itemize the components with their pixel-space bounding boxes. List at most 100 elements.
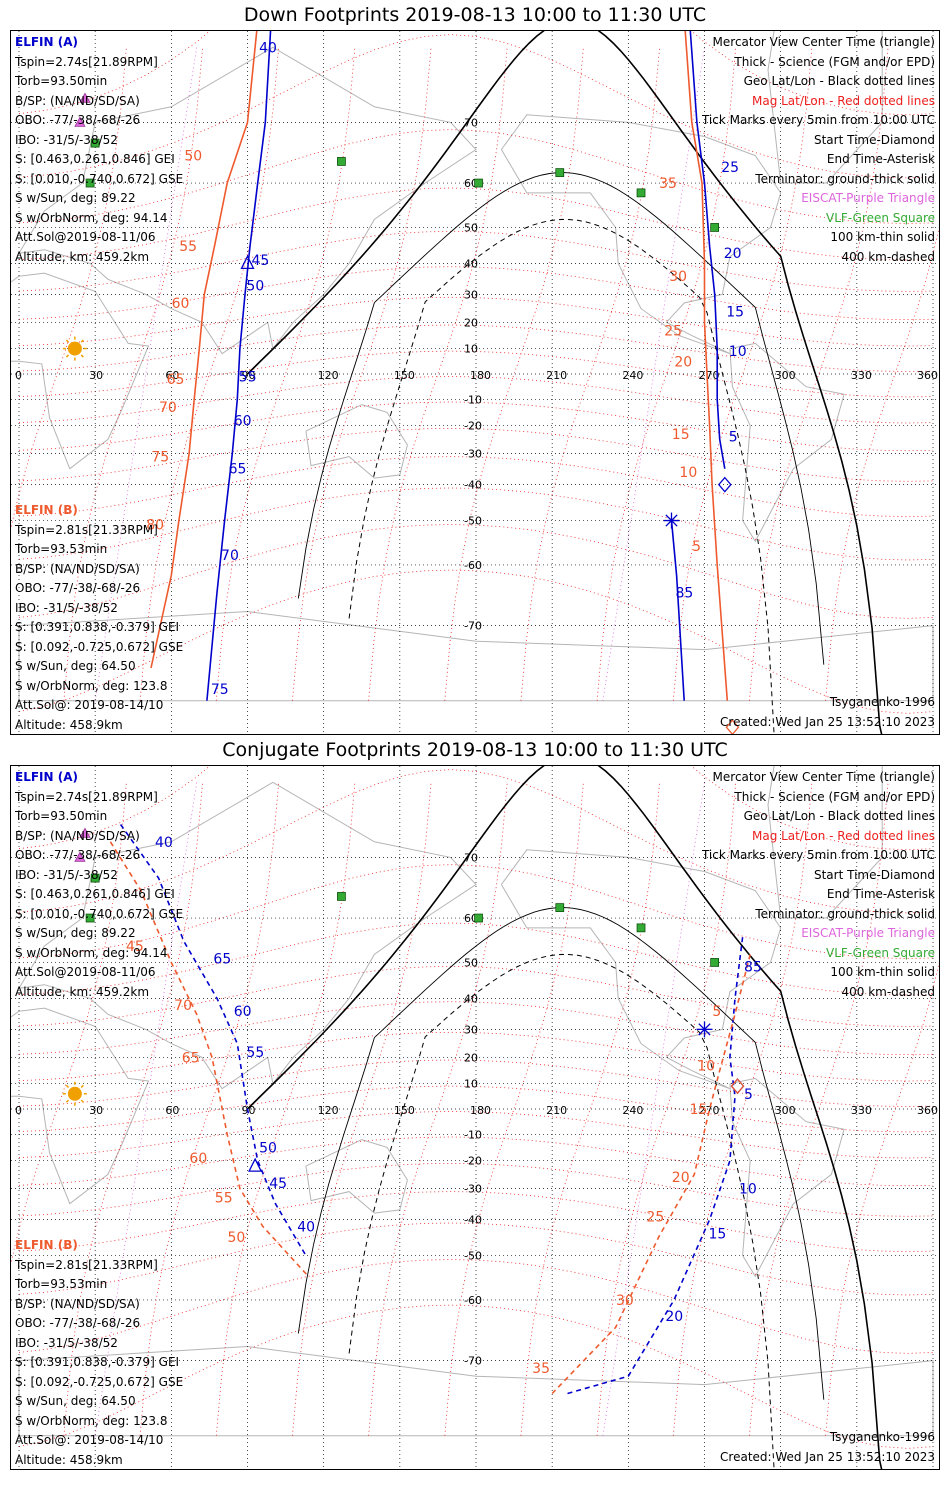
- footer: Tsyganenko-1996 Created: Wed Jan 25 13:5…: [720, 1428, 935, 1467]
- elfin-b-time-label: 70: [159, 400, 177, 416]
- elfin-a-time-label: 60: [234, 1004, 252, 1020]
- purple-triangle-icon: [74, 116, 86, 127]
- info-line: Torb=93.50min: [15, 809, 108, 823]
- mag-lat-line: [18, 296, 934, 347]
- green-square-icon: [337, 892, 346, 901]
- info-line: OBO: -77/-38/-68/-26: [15, 1316, 141, 1330]
- lat-tick-label: -70: [464, 620, 482, 633]
- info-line: S w/OrbNorm, deg: 123.8: [15, 678, 168, 693]
- legend: Mercator View Center Time (triangle) Thi…: [702, 768, 935, 1002]
- green-square-icon: [555, 168, 565, 177]
- elfin-a-info: ELFIN (A) Tspin=2.74s[21.89RPM] Torb=93.…: [15, 768, 183, 1002]
- info-line: S w/OrbNorm, deg: 94.14: [15, 210, 168, 225]
- lon-tick-label: 360: [917, 369, 938, 382]
- elfin-a-time-label: 25: [721, 160, 739, 176]
- purple-line: [602, 47, 705, 701]
- asterisk-icon: [698, 1023, 711, 1036]
- info-line: Altitude, km: 459.2km: [15, 249, 150, 264]
- mag-lat-line: [18, 1136, 934, 1187]
- lon-tick-label: 270: [699, 369, 720, 382]
- elfin-a-time-label: 15: [709, 1226, 727, 1242]
- mercator-map: 0 30 60 90 120 150 180 210 240 270 300 330 360 70 60 50…: [11, 31, 939, 734]
- panel-title: Down Footprints 2019-08-13 10:00 to 11:3…: [243, 4, 707, 26]
- lat-tick-label: -20: [464, 420, 482, 433]
- info-line: Att.Sol@: 2019-08-14/10: [15, 1433, 164, 1447]
- legend-item: End Time-Asterisk: [826, 152, 935, 166]
- elfin-b-time-label: 30: [616, 1293, 634, 1309]
- mag-lat-line: [18, 129, 934, 224]
- sun-icon: [67, 341, 82, 356]
- info-line: Tspin=2.74s[21.89RPM]: [15, 789, 158, 804]
- elfin-b-time-label: 65: [167, 372, 185, 388]
- elfin-b-time-label: 30: [669, 269, 687, 285]
- elfin-b-track: [150, 31, 258, 669]
- lat-tick-label: -30: [464, 448, 482, 461]
- elfin-b-info: ELFIN (B) Tspin=2.81s[21.33RPM] Torb=93.…: [15, 501, 184, 734]
- legend-item: Start Time-Diamond: [813, 867, 935, 882]
- info-line: OBO: -77/-38/-68/-26: [15, 113, 141, 127]
- elfin-a-track: [689, 31, 726, 469]
- info-line: S w/Sun, deg: 89.22: [15, 191, 136, 205]
- triangle-icon: [79, 92, 91, 103]
- coastline: [18, 46, 477, 355]
- lon-tick-label: 30: [89, 369, 103, 382]
- mag-lat-line: [18, 1031, 934, 1082]
- triangle-icon: [240, 254, 255, 270]
- coastline: [18, 610, 934, 702]
- sun-icon: [67, 1086, 82, 1101]
- elfin-a-time-label: 45: [252, 253, 270, 269]
- elfin-a-time-label: 50: [246, 278, 264, 294]
- elfin-b-time-label: 10: [679, 465, 697, 481]
- legend-item: EISCAT-Purple Triangle: [801, 191, 935, 205]
- elfin-b-time-label: 60: [172, 296, 190, 312]
- elfin-b-time-label: 25: [664, 323, 682, 339]
- elfin-b-time-label: 20: [674, 354, 692, 370]
- footer: Tsyganenko-1996 Created: Wed Jan 25 13:5…: [720, 693, 935, 732]
- legend-item: Mercator View Center Time (triangle): [712, 35, 935, 49]
- diamond-icon: [725, 719, 740, 734]
- elfin-b-time-label: 50: [228, 1230, 246, 1246]
- elfin-a-time-label: 45: [269, 1176, 287, 1192]
- info-line: OBO: -77/-38/-68/-26: [15, 848, 141, 862]
- elfin-b-time-label: 5: [712, 1004, 721, 1020]
- legend-item: Terminator: ground-thick solid: [755, 171, 935, 186]
- legend-item: Tick Marks every 5min from 10:00 UTC: [701, 113, 935, 127]
- elfin-a-time-label: 40: [155, 835, 173, 851]
- coastline: [500, 114, 782, 355]
- elfin-b-time-label: 45: [126, 939, 144, 955]
- lon-tick-label: 120: [318, 369, 339, 382]
- triangle-icon: [248, 1157, 263, 1172]
- info-line: Altitude: 458.9km: [15, 717, 123, 732]
- legend-item: Geo Lat/Lon - Black dotted lines: [743, 74, 935, 88]
- legend-item: 400 km-dashed: [841, 984, 935, 999]
- elfin-a-time-label: 75: [211, 682, 229, 698]
- green-square-icon: [710, 958, 720, 967]
- coastline: [729, 1077, 845, 1278]
- info-line: S w/OrbNorm, deg: 123.8: [15, 1413, 168, 1428]
- info-line: Tspin=2.74s[21.89RPM]: [15, 54, 158, 69]
- lon-tick-label: 300: [775, 1104, 796, 1117]
- map-frame: 0 30 60 90 120 150 180 210 240 270 300 330 360 70 60 50…: [10, 765, 940, 1470]
- legend-item: End Time-Asterisk: [826, 887, 935, 901]
- elfin-b-time-label: 70: [174, 998, 192, 1014]
- info-line: S w/OrbNorm, deg: 94.14: [15, 945, 168, 960]
- shell-400km-line: [348, 218, 775, 734]
- green-square-icon: [555, 903, 565, 912]
- info-line: B/SP: (NA/ND/SD/SA): [15, 561, 140, 576]
- lat-tick-label: 20: [464, 316, 478, 329]
- sun-ray: [80, 1084, 84, 1088]
- legend-item: VLF-Green Square: [826, 210, 935, 225]
- coastline: [767, 766, 883, 919]
- legend-item: 400 km-dashed: [841, 249, 935, 264]
- asterisk-icon: [665, 514, 678, 527]
- coastline: [11, 272, 150, 470]
- lon-tick-label: 330: [851, 369, 872, 382]
- legend-item: Mag Lat/Lon - Red dotted lines: [751, 828, 935, 843]
- triangle-icon: [79, 827, 91, 838]
- elfin-a-time-label: 40: [259, 40, 277, 56]
- info-line: S: [0.092,-0.725,0.672] GSE: [15, 639, 184, 654]
- lon-tick-label: 0: [15, 1104, 22, 1117]
- elfin-a-time-label: 5: [744, 1087, 753, 1103]
- panel-title: Conjugate Footprints 2019-08-13 10:00 to…: [222, 739, 728, 761]
- mag-lat-line: [18, 1259, 934, 1354]
